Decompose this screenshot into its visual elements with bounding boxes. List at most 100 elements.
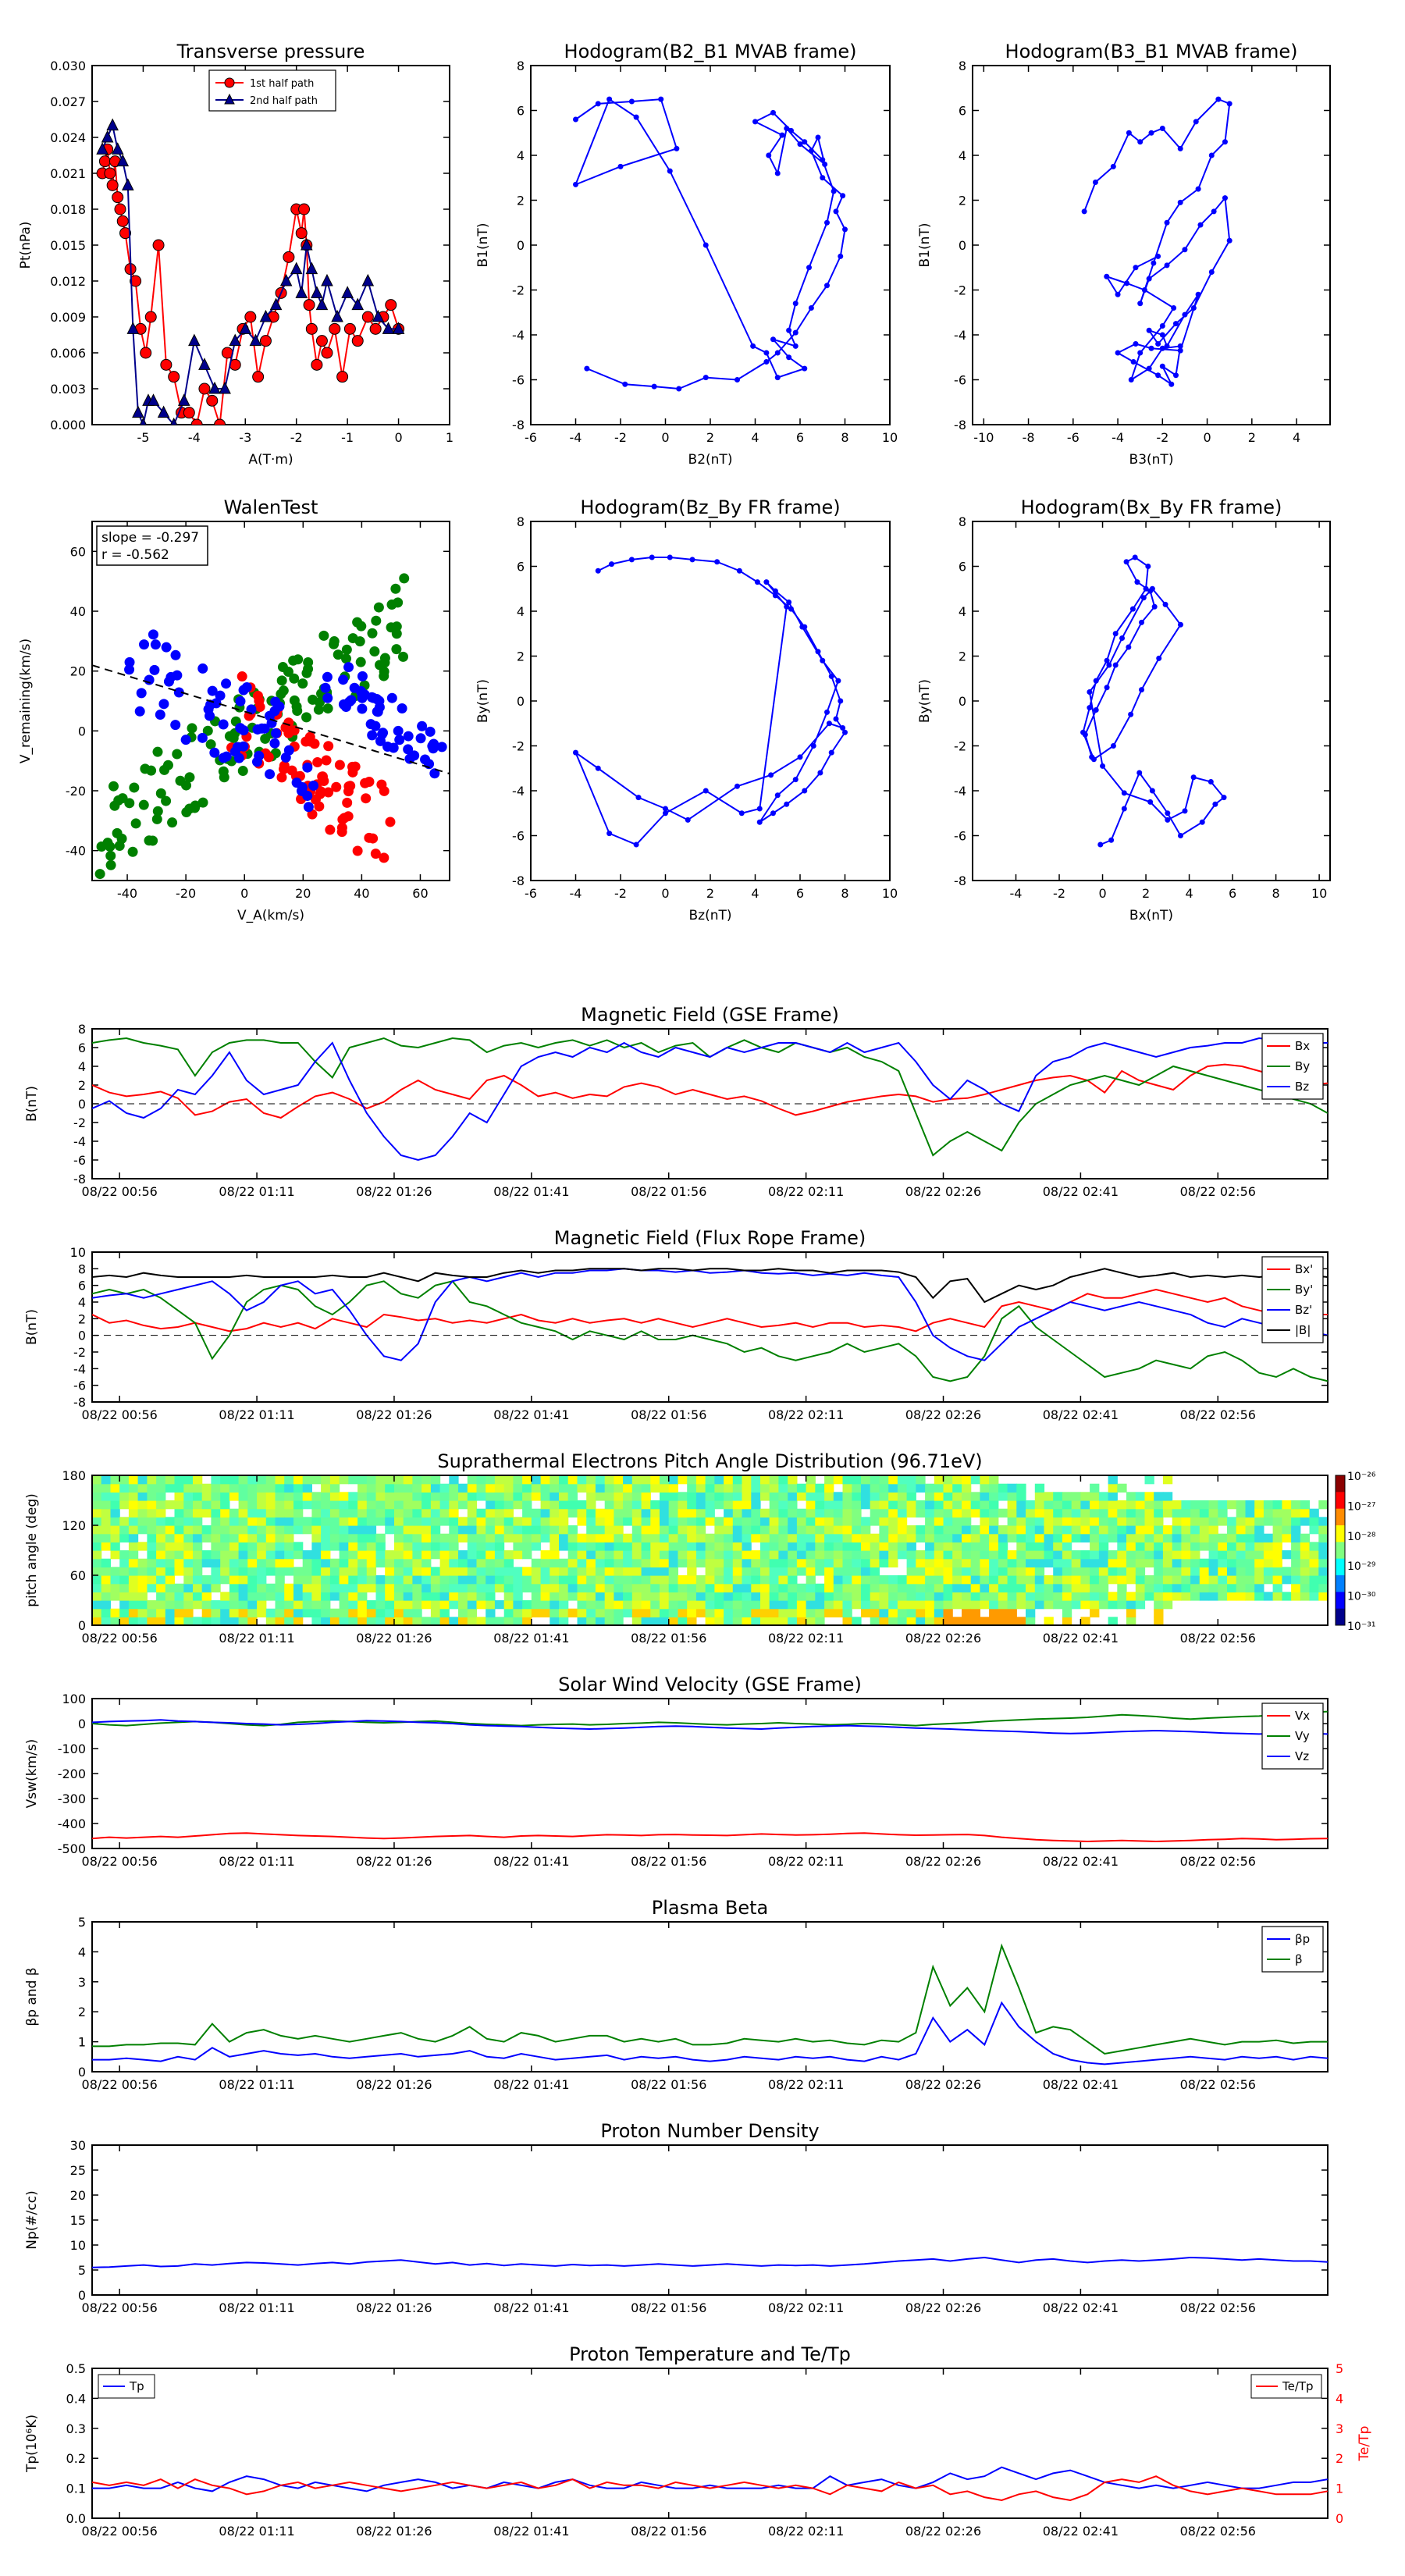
- heatmap-cell: [934, 1608, 944, 1617]
- heatmap-cell: [1071, 1508, 1081, 1517]
- heatmap-cell: [1135, 1533, 1146, 1542]
- hodogram-point: [1126, 130, 1132, 136]
- heatmap-cell: [668, 1525, 678, 1535]
- heatmap-cell: [943, 1592, 953, 1601]
- heatmap-cell: [1218, 1558, 1228, 1567]
- heatmap-cell: [1026, 1600, 1036, 1610]
- heatmap-cell: [430, 1575, 441, 1585]
- heatmap-cell: [394, 1492, 404, 1501]
- heatmap-cell: [165, 1550, 176, 1560]
- heatmap-cell: [1272, 1508, 1282, 1517]
- heatmap-cell: [1026, 1542, 1036, 1551]
- y-tick-label: -100: [58, 1742, 86, 1756]
- heatmap-cell: [1172, 1592, 1182, 1601]
- heatmap-cell: [660, 1500, 670, 1510]
- heatmap-cell: [724, 1492, 734, 1501]
- x-tick-label: 0: [394, 430, 402, 445]
- heatmap-cell: [595, 1558, 606, 1567]
- heatmap-cell: [165, 1583, 176, 1592]
- heatmap-cell: [604, 1617, 614, 1626]
- hodogram-point: [1110, 743, 1116, 749]
- heatmap-cell: [870, 1575, 880, 1585]
- heatmap-cell: [1254, 1525, 1264, 1535]
- heatmap-cell: [1016, 1550, 1026, 1560]
- heatmap-cell: [137, 1558, 148, 1567]
- heatmap-cell: [165, 1525, 176, 1535]
- heatmap-cell: [503, 1558, 514, 1567]
- heatmap-cell: [1227, 1525, 1237, 1535]
- scatter-point: [318, 630, 329, 641]
- heatmap-cell: [631, 1500, 642, 1510]
- heatmap-cell: [833, 1500, 844, 1510]
- heatmap-cell: [989, 1617, 999, 1626]
- heatmap-cell: [403, 1567, 413, 1576]
- series-group: [92, 1268, 1328, 1382]
- colorbar-label: 10⁻²⁹: [1347, 1560, 1376, 1573]
- heatmap-cell: [430, 1492, 441, 1501]
- heatmap-cell: [1154, 1500, 1164, 1510]
- y-tick-label: -2: [73, 1115, 86, 1130]
- x-tick-label: -6: [525, 430, 537, 445]
- heatmap-cell: [1016, 1542, 1026, 1551]
- y-tick-label: 6: [959, 104, 966, 119]
- heatmap-cell: [1090, 1517, 1100, 1526]
- hodogram-point: [774, 792, 781, 799]
- heatmap-cell: [1245, 1525, 1255, 1535]
- heatmap-cell: [815, 1517, 825, 1526]
- heatmap-cell: [833, 1508, 844, 1517]
- heatmap-cell: [339, 1517, 349, 1526]
- heatmap-cell: [486, 1550, 496, 1560]
- colorbar-segment: [1336, 1558, 1345, 1576]
- heatmap-cell: [769, 1475, 779, 1485]
- heatmap-cell: [980, 1542, 990, 1551]
- heatmap-cell: [742, 1600, 752, 1610]
- heatmap-cell: [1154, 1525, 1164, 1535]
- heatmap-cell: [1090, 1500, 1100, 1510]
- series-line-By': [92, 1280, 1328, 1382]
- heatmap-cell: [265, 1508, 276, 1517]
- heatmap-cell: [412, 1567, 422, 1576]
- heatmap-cell: [385, 1558, 395, 1567]
- heatmap-cell: [879, 1583, 889, 1592]
- heatmap-cell: [1272, 1525, 1282, 1535]
- hodogram-point: [674, 145, 680, 151]
- data-point: [119, 227, 132, 240]
- data-point: [188, 333, 201, 347]
- heatmap-cell: [1044, 1600, 1054, 1610]
- data-point: [298, 203, 311, 215]
- heatmap-cell: [788, 1475, 798, 1485]
- heatmap-cell: [650, 1550, 660, 1560]
- heatmap-cell: [311, 1508, 322, 1517]
- heatmap-cell: [321, 1483, 331, 1493]
- heatmap-cell: [962, 1492, 972, 1501]
- heatmap-cell: [1272, 1550, 1282, 1560]
- heatmap-cell: [1090, 1542, 1100, 1551]
- data-point: [112, 191, 124, 204]
- heatmap-cell: [796, 1483, 807, 1493]
- heatmap-cell: [531, 1508, 542, 1517]
- heatmap-cell: [193, 1600, 203, 1610]
- heatmap-cell: [486, 1592, 496, 1601]
- heatmap-cell: [513, 1583, 523, 1592]
- heatmap-cell: [174, 1483, 184, 1493]
- hodogram-point: [622, 381, 628, 387]
- heatmap-cell: [806, 1517, 816, 1526]
- heatmap-cell: [1044, 1617, 1054, 1626]
- heatmap-cell: [614, 1517, 624, 1526]
- y-tick-label: 2: [959, 194, 966, 208]
- heatmap-cell: [970, 1617, 980, 1626]
- heatmap-cell: [888, 1600, 898, 1610]
- scatter-point: [155, 710, 165, 720]
- heatmap-cell: [559, 1558, 569, 1567]
- heatmap-cell: [751, 1475, 761, 1485]
- heatmap-cell: [1218, 1567, 1228, 1576]
- heatmap-cell: [1318, 1583, 1329, 1592]
- heatmap-cell: [695, 1483, 706, 1493]
- heatmap-cell: [998, 1558, 1008, 1567]
- heatmap-cell: [806, 1492, 816, 1501]
- heatmap-cell: [321, 1600, 331, 1610]
- heatmap-cell: [660, 1533, 670, 1542]
- heatmap-cell: [623, 1500, 633, 1510]
- heatmap-cell: [1272, 1542, 1282, 1551]
- x-tick-label: 08/22 02:56: [1180, 2300, 1256, 2315]
